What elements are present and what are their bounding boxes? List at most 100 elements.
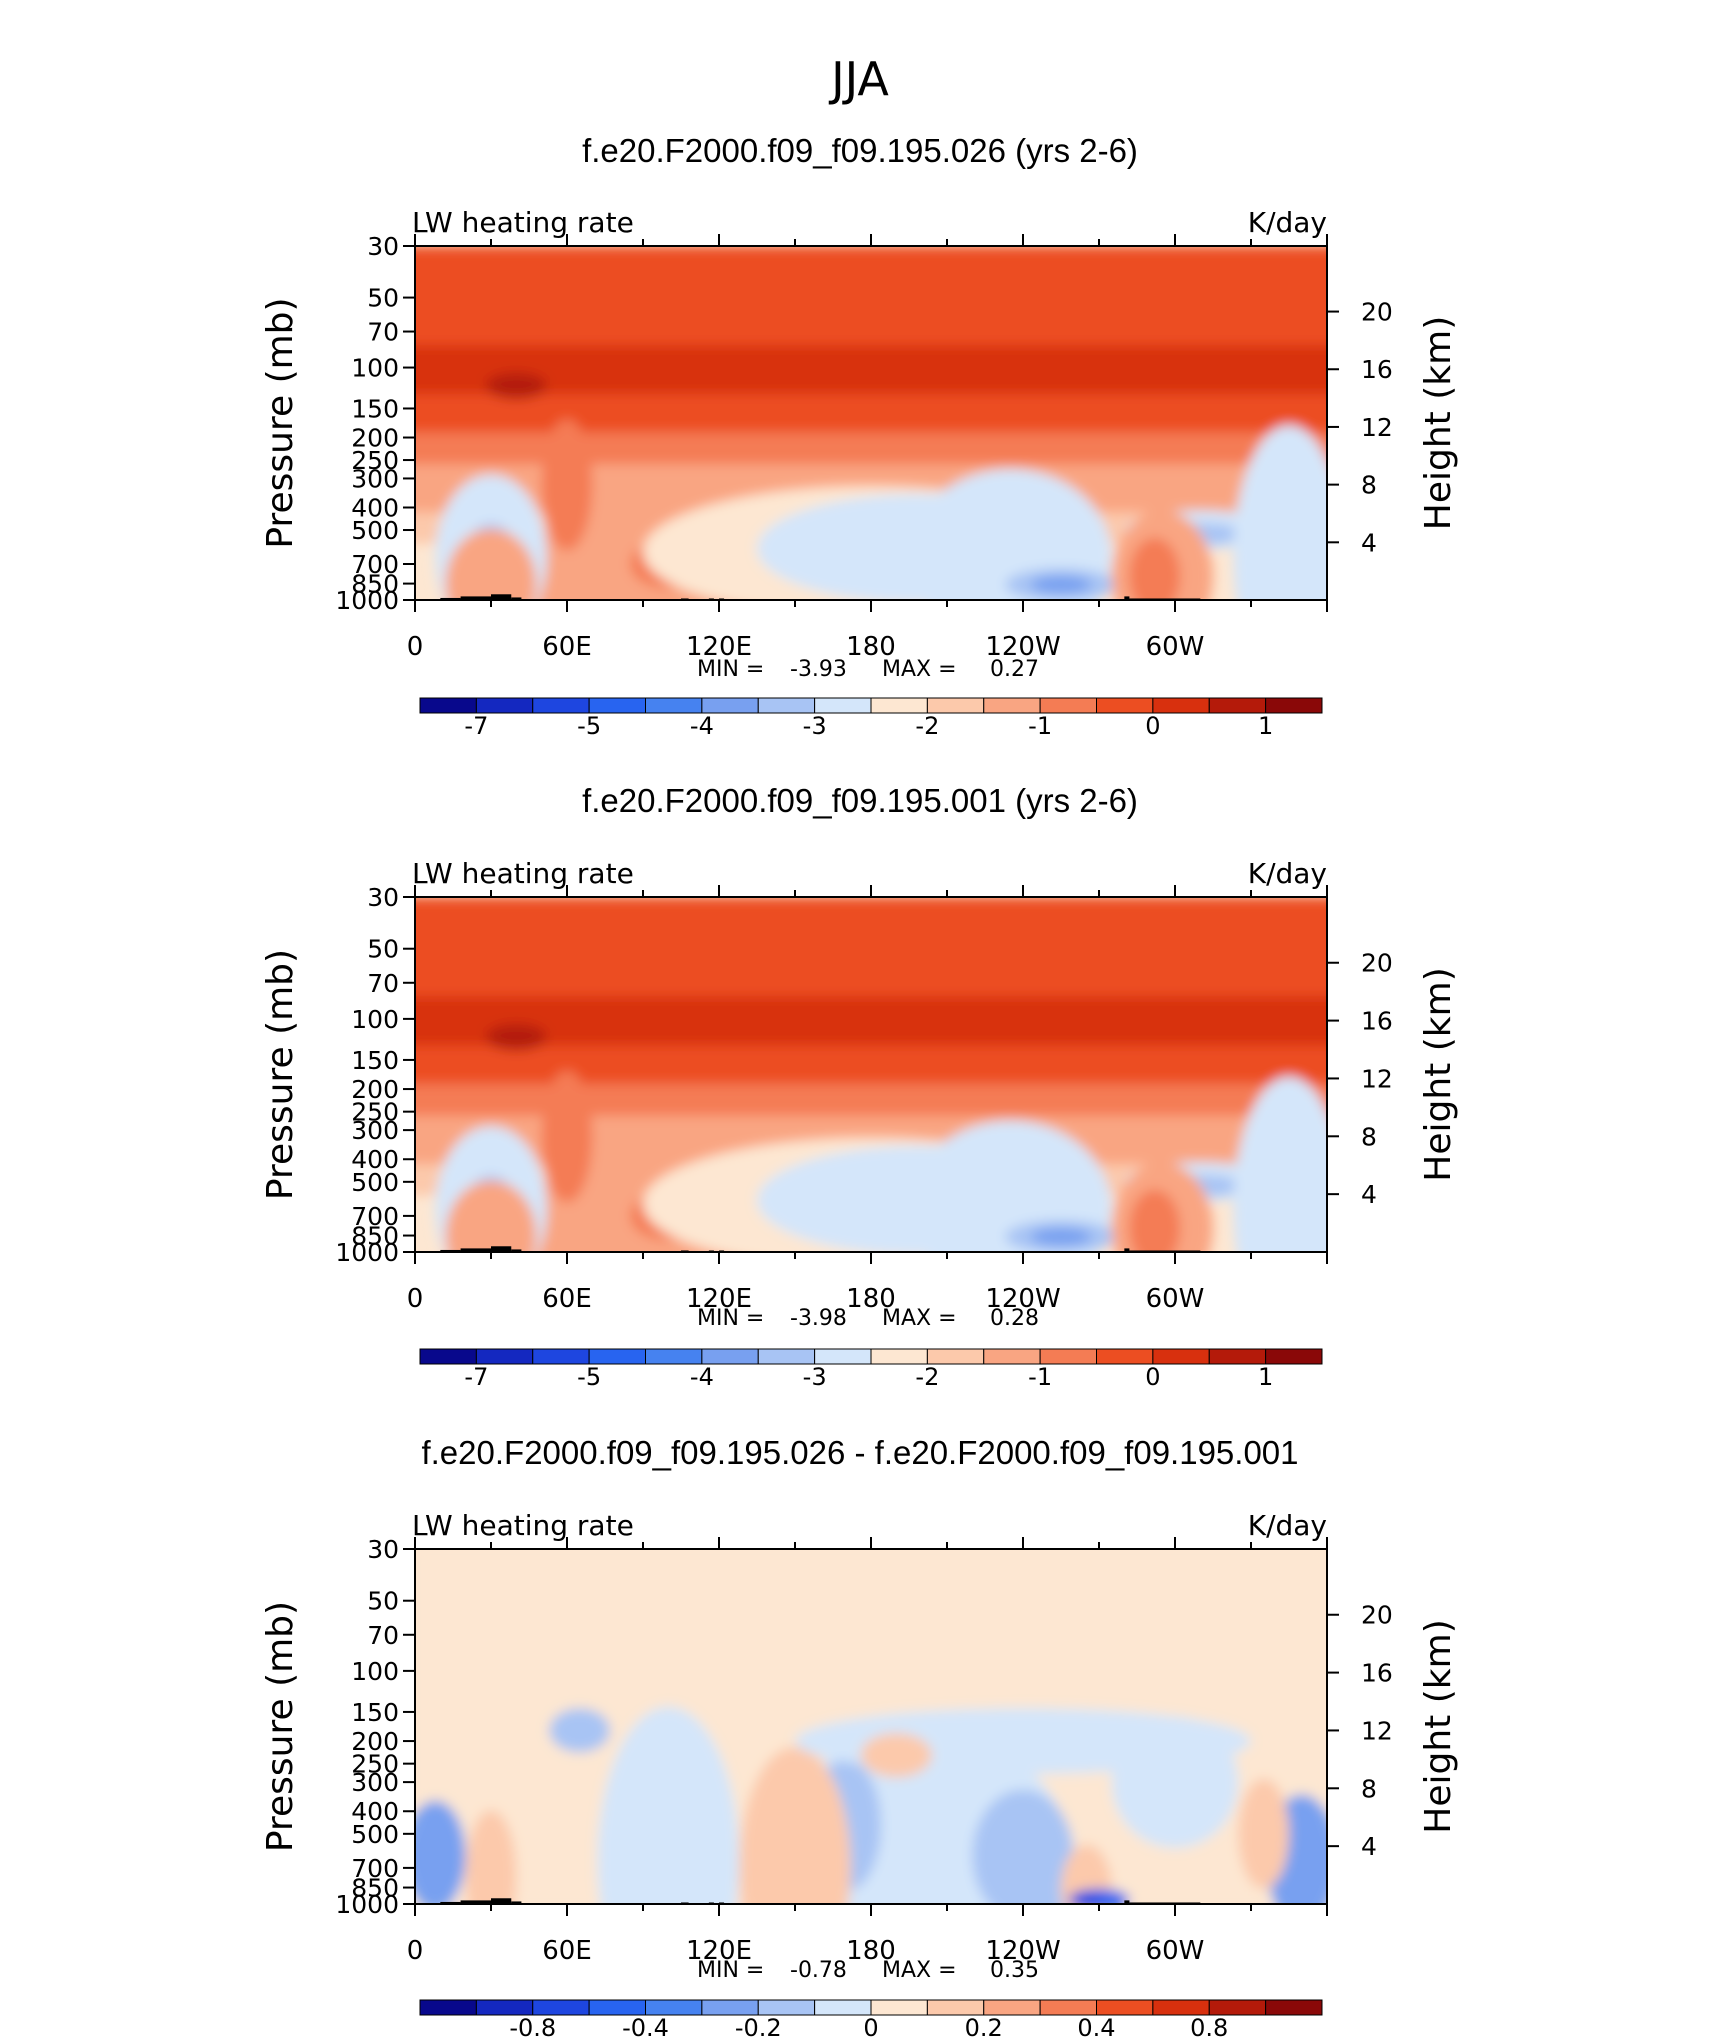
x-tick-label: 180: [846, 1284, 896, 1314]
variable-label: LW heating rate: [412, 857, 634, 890]
colorbar-swatch: [1265, 1999, 1323, 2016]
colorbar-label: 1: [1258, 1363, 1273, 1391]
colorbar-swatch: [814, 1348, 872, 1365]
y-tick-label: 1000: [335, 1238, 399, 1267]
colorbar-label: 0.2: [965, 2014, 1003, 2038]
y-tick-label: 250: [351, 1750, 399, 1779]
colorbar-swatch: [645, 1999, 703, 2016]
topography: [1124, 1900, 1130, 1904]
height-tick-label: 4: [1361, 528, 1377, 557]
colorbar-swatch: [419, 1999, 477, 2016]
y-tick-label: 500: [351, 1820, 399, 1849]
x-tick-label: 0: [407, 1284, 424, 1314]
colorbar-swatch: [1096, 1999, 1154, 2016]
topography: [460, 1248, 491, 1252]
colorbar-swatch: [870, 697, 928, 714]
topography: [440, 1249, 461, 1252]
max-label: MAX =: [882, 1306, 957, 1331]
y-tick-label: 700: [351, 550, 399, 579]
field-blob: [445, 1180, 537, 1252]
y-tick-label: 300: [351, 1116, 399, 1145]
y-tick-label: 500: [351, 516, 399, 545]
height-tick-label: 8: [1361, 1774, 1377, 1803]
colorbar-swatch: [645, 697, 703, 714]
panel-title: f.e20.F2000.f09_f09.195.001 (yrs 2-6): [582, 782, 1138, 819]
colorbar-swatch: [870, 1999, 928, 2016]
y-tick-label: 100: [351, 354, 399, 383]
field-blob: [541, 1070, 593, 1203]
x-tick-label: 180: [846, 1936, 896, 1966]
x-tick-label: 60E: [542, 632, 592, 662]
panel-title: f.e20.F2000.f09_f09.195.026 (yrs 2-6): [582, 132, 1138, 169]
min-label: MIN =: [697, 1306, 764, 1331]
y-tick-label: 70: [367, 1621, 399, 1650]
colorbar-swatch: [475, 1999, 534, 2016]
y-tick-label: 50: [367, 935, 399, 964]
panel-1: f.e20.F2000.f09_f09.195.026 (yrs 2-6) LW …: [260, 132, 1459, 740]
field-blob: [1071, 1892, 1102, 1904]
figure-title: JJA: [828, 52, 889, 106]
colorbar-swatch: [588, 1348, 646, 1365]
field-blob: [1233, 1076, 1327, 1252]
colorbar-swatch: [532, 697, 590, 714]
height-tick-label: 12: [1361, 1716, 1393, 1745]
colorbar-label: -2: [915, 712, 939, 740]
colorbar-label: -1: [1028, 1363, 1052, 1391]
contour-field: [415, 897, 1327, 1252]
field-blob: [1030, 1227, 1092, 1246]
y-tick-label: 300: [351, 464, 399, 493]
colorbar-swatch: [588, 1999, 646, 2016]
field-blob: [549, 1708, 611, 1753]
colorbar-label: 0.8: [1190, 2014, 1228, 2038]
field-blob: [1233, 425, 1327, 600]
x-tick-label: 120W: [985, 632, 1060, 662]
colorbar-swatch: [419, 697, 477, 714]
min-label: MIN =: [697, 1958, 764, 1983]
colorbar-swatch: [983, 697, 1041, 714]
colorbar-label: -4: [690, 712, 714, 740]
y-tick-label: 500: [351, 1168, 399, 1197]
colorbar-swatch: [475, 697, 534, 714]
topography: [491, 1246, 512, 1252]
topography: [460, 1900, 491, 1904]
height-tick-label: 20: [1361, 949, 1393, 978]
colorbar-swatch: [983, 1999, 1041, 2016]
topography: [1124, 596, 1130, 600]
max-label: MAX =: [882, 657, 957, 682]
topography: [511, 1249, 522, 1252]
colorbar-swatch: [1208, 1999, 1267, 2016]
height-tick-label: 12: [1361, 413, 1393, 442]
colorbar-label: -7: [464, 1363, 488, 1391]
y-tick-label: 30: [367, 883, 399, 912]
colorbar-swatch: [814, 1999, 872, 2016]
colorbar-label: -1: [1028, 712, 1052, 740]
field-blob: [541, 419, 593, 551]
x-tick-label: 0: [407, 1936, 424, 1966]
field-blob: [909, 1120, 1112, 1252]
topography: [440, 1901, 461, 1904]
y-tick-label: 30: [367, 232, 399, 261]
colorbar-label: -0.8: [509, 2014, 556, 2038]
colorbar-swatch: [1096, 697, 1154, 714]
y-tick-label: 1000: [335, 1890, 399, 1919]
x-tick-label: 60W: [1146, 1936, 1205, 1966]
colorbar-swatch: [645, 1348, 703, 1365]
colorbar-swatch: [419, 1348, 477, 1365]
height-tick-label: 16: [1361, 1007, 1393, 1036]
min-value: -0.78: [790, 1958, 847, 1983]
y-tick-label: 400: [351, 1797, 399, 1826]
y-tick-label: 150: [351, 394, 399, 423]
field-blob: [997, 1821, 1074, 1904]
field-blob: [597, 1706, 740, 1904]
colorbar-swatch: [983, 1348, 1041, 1365]
max-value: 0.27: [990, 657, 1039, 682]
y-tick-label: 400: [351, 1145, 399, 1174]
colorbar-swatch: [532, 1999, 590, 2016]
colorbar-swatch: [532, 1348, 590, 1365]
height-tick-label: 4: [1361, 1180, 1377, 1209]
field-blob: [465, 1810, 517, 1904]
field-band: [415, 897, 1327, 999]
field-blob: [860, 1733, 932, 1778]
colorbar-swatch: [701, 1348, 759, 1365]
y-tick-label: 700: [351, 1202, 399, 1231]
